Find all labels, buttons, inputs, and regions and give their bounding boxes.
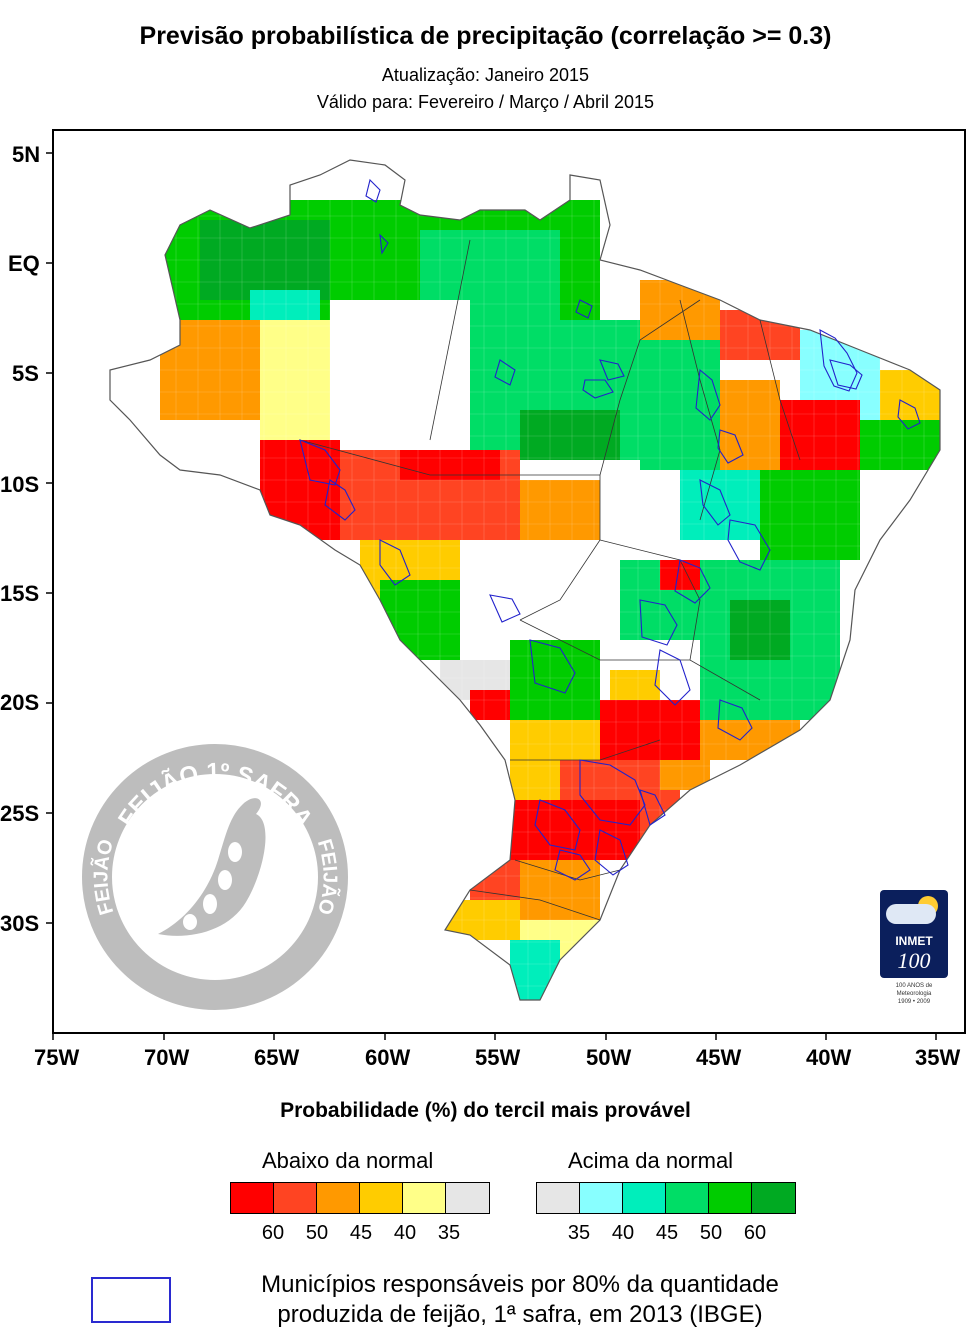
- lon-label-0: 75W: [34, 1045, 80, 1070]
- probability-region-34: [510, 640, 600, 720]
- below-tick-60: 60: [261, 1222, 285, 1244]
- below-normal-label: Abaixo da normal: [262, 1148, 434, 1173]
- probability-region-19: [400, 450, 500, 480]
- inmet-number: 100: [897, 948, 931, 973]
- probability-region-1: [200, 220, 330, 300]
- below-swatch-0: [231, 1183, 274, 1213]
- above-tick-35: 35: [567, 1222, 591, 1244]
- below-tick-35: 35: [437, 1222, 461, 1244]
- probability-region-29: [660, 560, 700, 590]
- above-swatch-0: [537, 1183, 580, 1213]
- above-tick-60: 60: [743, 1222, 767, 1244]
- lat-label-0: 5N: [12, 142, 41, 167]
- brazil-outline: [109, 159, 941, 1001]
- lat-label-7: 30S: [0, 911, 40, 936]
- probability-region-22: [680, 470, 760, 540]
- above-normal-label: Acima da normal: [568, 1148, 734, 1173]
- lat-label-1: EQ: [8, 251, 40, 276]
- probability-region-21: [600, 470, 680, 540]
- lat-label-3: 10S: [0, 472, 40, 497]
- inmet-name: INMET: [895, 934, 933, 948]
- lon-label-2: 65W: [254, 1045, 300, 1070]
- below-swatch-1: [274, 1183, 317, 1213]
- lon-label-3: 60W: [365, 1045, 411, 1070]
- inmet-caption-3: 1909 • 2009: [897, 999, 931, 1005]
- probability-region-40: [510, 760, 560, 800]
- above-tick-40: 40: [611, 1222, 635, 1244]
- probability-region-8: [520, 410, 620, 460]
- above-swatch-1: [580, 1183, 623, 1213]
- probability-region-43: [510, 800, 640, 860]
- probability-region-14: [720, 380, 780, 470]
- probability-region-13: [640, 340, 720, 480]
- probability-region-16: [860, 420, 940, 470]
- lon-label-6: 45W: [696, 1045, 742, 1070]
- cloud-icon: [886, 904, 936, 924]
- above-swatch-3: [666, 1183, 709, 1213]
- lon-label-7: 40W: [806, 1045, 852, 1070]
- note-line-1: Municípios responsáveis por 80% da quant…: [261, 1271, 779, 1298]
- inmet-caption-1: 100 ANOS de: [895, 983, 933, 989]
- above-tick-50: 50: [699, 1222, 723, 1244]
- bean-pod-icon: [158, 798, 266, 936]
- lon-label-8: 35W: [915, 1045, 961, 1070]
- probability-region-31: [730, 600, 790, 660]
- below-tick-40: 40: [393, 1222, 417, 1244]
- below-tick-45: 45: [349, 1222, 373, 1244]
- legend-title: Probabilidade (%) do tercil mais prováve…: [280, 1099, 691, 1122]
- probability-region-3: [250, 290, 320, 320]
- probability-region-20: [520, 480, 600, 540]
- probability-region-38: [600, 700, 700, 760]
- probability-region-23: [760, 470, 860, 560]
- lon-label-1: 70W: [144, 1045, 190, 1070]
- lat-label-4: 15S: [0, 581, 40, 606]
- probability-region-6: [330, 300, 470, 420]
- municipality-outlines: [299, 178, 921, 881]
- municipality-note: Municípios responsáveis por 80% da quant…: [190, 1270, 850, 1330]
- above-swatch-5: [752, 1183, 795, 1213]
- below-normal-swatches: [230, 1182, 490, 1214]
- map-title: Previsão probabilística de precipitação …: [139, 22, 832, 50]
- probability-region-27: [560, 540, 620, 600]
- probability-region-46: [520, 860, 600, 920]
- valid-period-subtitle: Válido para: Fevereiro / Março / Abril 2…: [316, 92, 655, 112]
- update-subtitle: Atualização: Janeiro 2015: [381, 65, 590, 85]
- probability-region-5: [260, 320, 330, 440]
- above-tick-45: 45: [655, 1222, 679, 1244]
- below-swatch-4: [403, 1183, 446, 1213]
- inmet-caption: 100 ANOS de Meteorologia 1909 • 2009: [872, 982, 956, 1006]
- inmet-logo: INMET 100: [880, 890, 948, 978]
- above-swatch-4: [709, 1183, 752, 1213]
- lon-label-4: 55W: [475, 1045, 521, 1070]
- municipality-legend-box: [91, 1277, 171, 1323]
- probability-region-33: [470, 690, 510, 720]
- feijao-stamp: FEIJÃO 1º SAFRA FEIJÃO FEIJÃO: [82, 744, 348, 1010]
- lat-label-6: 25S: [0, 801, 40, 826]
- probability-region-36: [610, 670, 660, 700]
- lat-label-2: 5S: [12, 361, 39, 386]
- above-normal-swatches: [536, 1182, 796, 1214]
- below-swatch-5: [446, 1183, 489, 1213]
- note-line-2: produzida de feijão, 1ª safra, em 2013 (…: [277, 1301, 763, 1328]
- below-swatch-3: [360, 1183, 403, 1213]
- lat-label-5: 20S: [0, 690, 40, 715]
- lon-label-5: 50W: [586, 1045, 632, 1070]
- below-tick-50: 50: [305, 1222, 329, 1244]
- probability-region-15: [780, 400, 860, 470]
- inmet-caption-2: Meteorologia: [896, 991, 932, 997]
- below-swatch-2: [317, 1183, 360, 1213]
- probability-region-37: [510, 720, 600, 760]
- above-swatch-2: [623, 1183, 666, 1213]
